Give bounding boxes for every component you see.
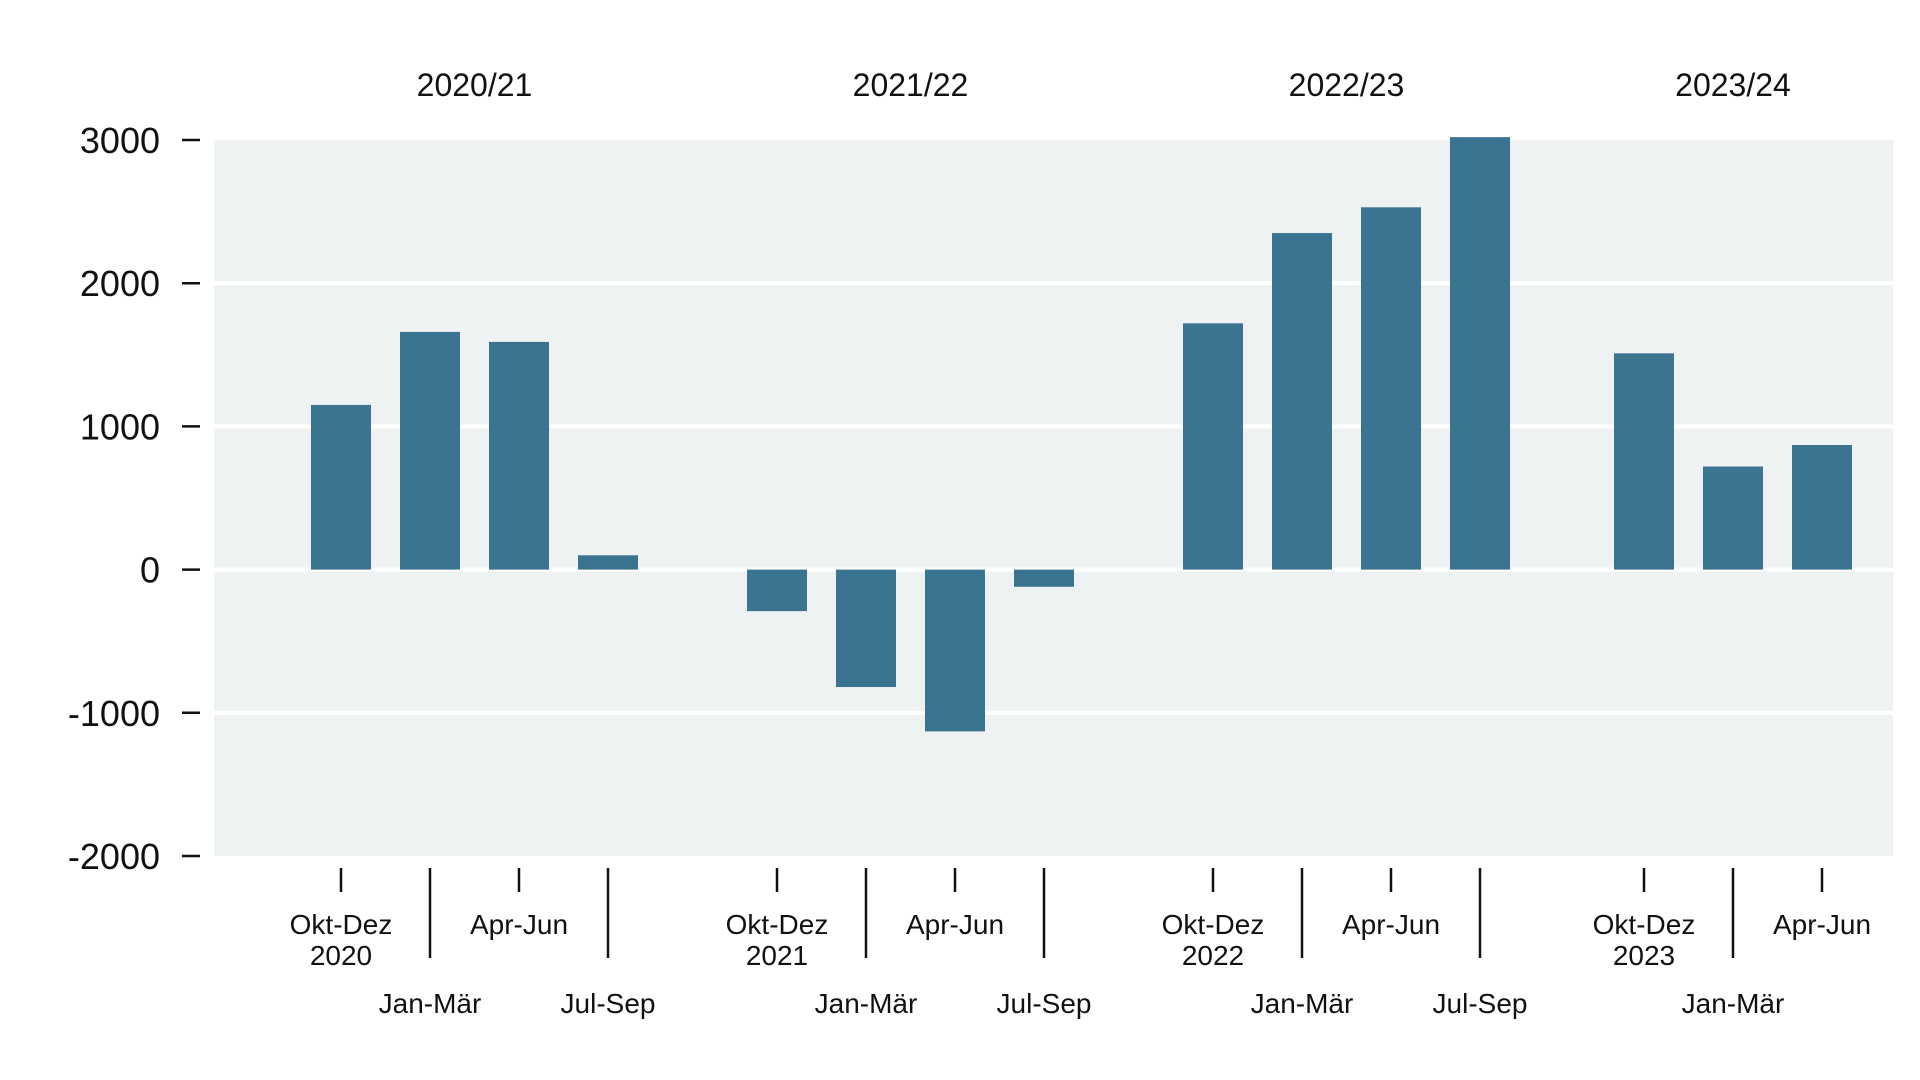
bar: [747, 569, 807, 612]
x-tick-label: Apr-Jun: [906, 909, 1004, 940]
bars: [311, 137, 1852, 732]
x-tick-year-label: 2020: [310, 940, 372, 971]
x-axis: Okt-Dez2020Jan-MärApr-JunJul-SepOkt-Dez2…: [290, 868, 1871, 1019]
x-tick-year-label: 2023: [1613, 940, 1675, 971]
y-tick-label: -2000: [68, 836, 160, 877]
fiscal-year-label: 2023/24: [1675, 67, 1791, 103]
y-tick-label: 3000: [80, 120, 160, 161]
bar: [925, 569, 985, 732]
x-tick-label: Jan-Mär: [815, 988, 918, 1019]
bar: [1792, 445, 1852, 570]
bar: [1450, 137, 1510, 570]
bar: [311, 404, 371, 570]
x-tick-label: Apr-Jun: [1773, 909, 1871, 940]
x-tick-label: Okt-Dez: [726, 909, 829, 940]
fiscal-year-label: 2021/22: [853, 67, 969, 103]
year-labels: 2020/21 2021/22 2022/23 2023/24: [417, 67, 1791, 103]
x-tick-label: Jan-Mär: [1251, 988, 1354, 1019]
x-tick-label: Jul-Sep: [1433, 988, 1528, 1019]
fiscal-year-label: 2022/23: [1289, 67, 1405, 103]
bar: [1183, 323, 1243, 570]
bar: [1272, 233, 1332, 570]
y-tick-label: 2000: [80, 263, 160, 304]
x-tick-label: Apr-Jun: [470, 909, 568, 940]
x-tick-label: Jul-Sep: [561, 988, 656, 1019]
bar: [836, 569, 896, 688]
x-tick-label: Jan-Mär: [379, 988, 482, 1019]
y-tick-label: -1000: [68, 693, 160, 734]
x-tick-label: Okt-Dez: [290, 909, 393, 940]
bar: [578, 555, 638, 570]
bar: [1014, 569, 1074, 587]
y-tick-label: 1000: [80, 406, 160, 447]
x-tick-label: Jul-Sep: [997, 988, 1092, 1019]
bar: [1614, 353, 1674, 570]
x-tick-label: Okt-Dez: [1162, 909, 1265, 940]
bar: [489, 341, 549, 570]
y-tick-label: 0: [140, 550, 160, 591]
bar: [400, 331, 460, 570]
x-tick-label: Okt-Dez: [1593, 909, 1696, 940]
bar: [1361, 207, 1421, 570]
x-tick-year-label: 2022: [1182, 940, 1244, 971]
x-tick-label: Jan-Mär: [1682, 988, 1785, 1019]
y-axis: 3000 2000 1000 0 -1000 -2000: [68, 120, 200, 877]
bar: [1703, 466, 1763, 570]
x-tick-label: Apr-Jun: [1342, 909, 1440, 940]
fiscal-year-label: 2020/21: [417, 67, 533, 103]
x-tick-year-label: 2021: [746, 940, 808, 971]
